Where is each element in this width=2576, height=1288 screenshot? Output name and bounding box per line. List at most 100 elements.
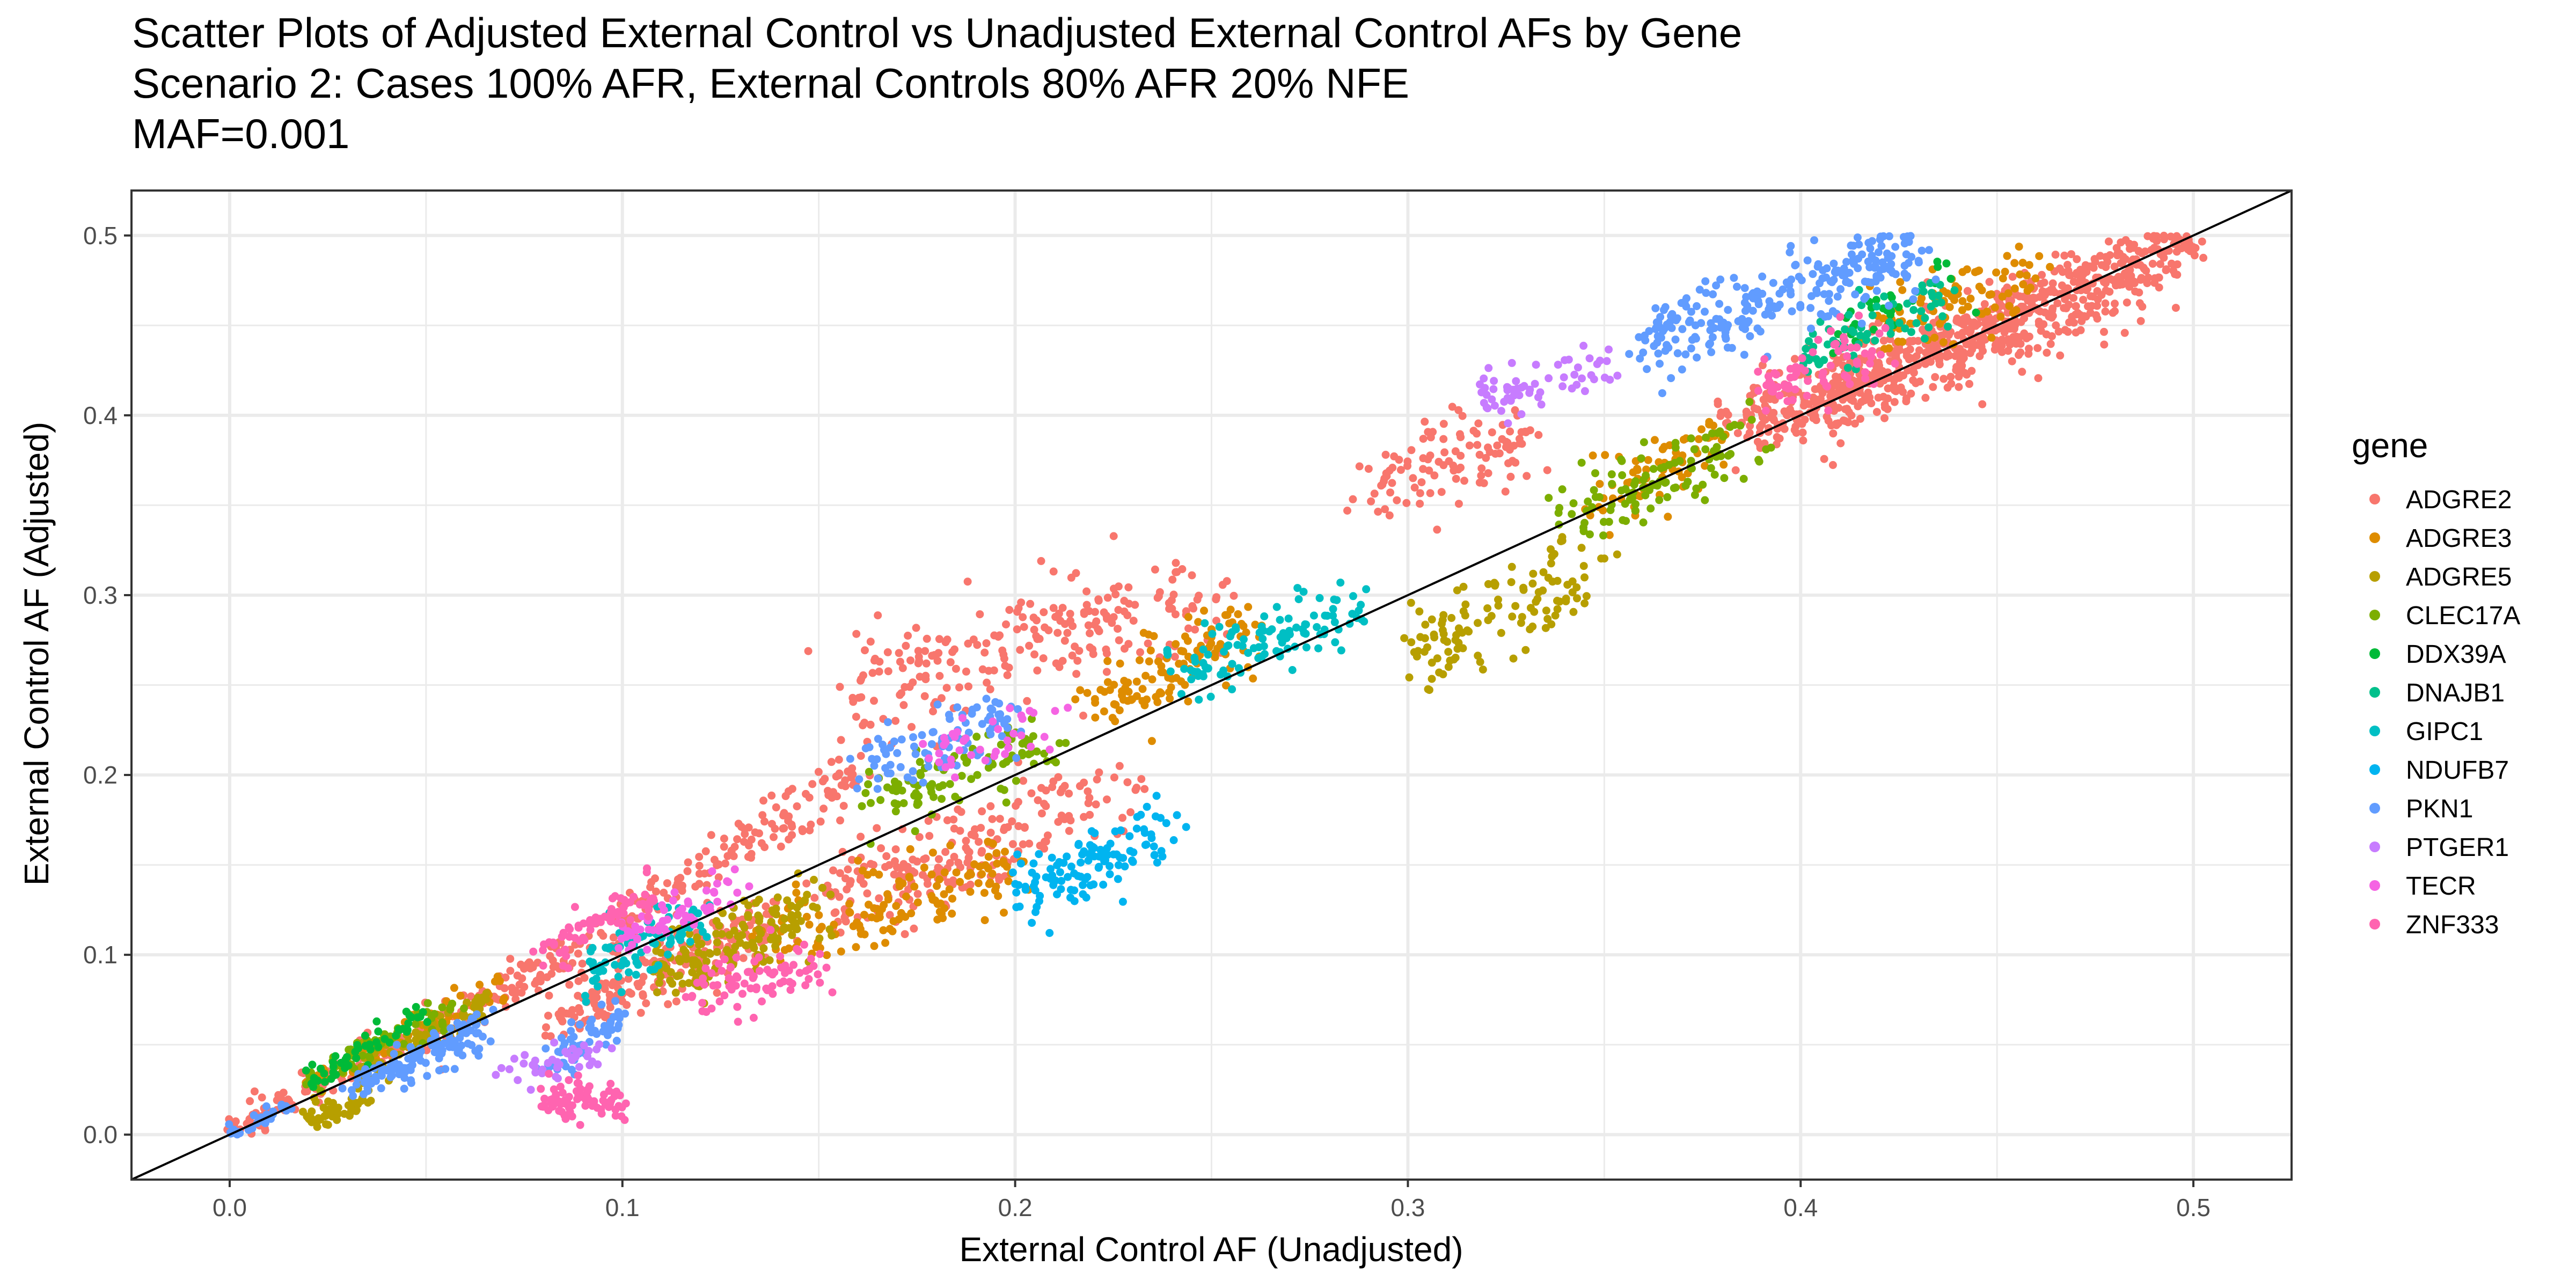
- data-point: [1461, 600, 1470, 609]
- data-point: [1208, 630, 1217, 638]
- data-point: [884, 895, 892, 904]
- data-point: [1872, 273, 1881, 282]
- data-point: [1075, 647, 1084, 655]
- data-point: [870, 762, 879, 770]
- data-point: [614, 944, 623, 953]
- data-point: [1534, 431, 1543, 439]
- data-point: [579, 919, 588, 928]
- data-point: [1450, 466, 1458, 475]
- data-point: [1102, 645, 1110, 654]
- data-point: [1851, 320, 1860, 328]
- data-point: [636, 1008, 645, 1017]
- data-point: [2129, 244, 2138, 252]
- data-point: [416, 1013, 425, 1021]
- data-point: [1504, 419, 1512, 428]
- data-point: [1623, 479, 1631, 487]
- x-tick-label: 0.4: [1783, 1194, 1818, 1221]
- data-point: [1631, 506, 1640, 515]
- data-point: [789, 961, 798, 969]
- data-point: [1204, 650, 1212, 659]
- data-point: [1166, 694, 1174, 703]
- data-point: [803, 890, 811, 899]
- data-point: [1938, 312, 1947, 320]
- data-point: [1026, 599, 1035, 608]
- data-point: [392, 1031, 400, 1040]
- data-point: [694, 948, 702, 957]
- data-point: [1579, 562, 1588, 570]
- data-point: [1128, 856, 1136, 865]
- data-point: [865, 767, 873, 776]
- y-tick-label: 0.0: [83, 1121, 118, 1148]
- data-point: [627, 990, 635, 998]
- data-point: [1153, 858, 1161, 867]
- data-point: [1019, 840, 1027, 848]
- data-point: [1529, 569, 1538, 578]
- data-point: [962, 758, 971, 767]
- data-point: [762, 902, 770, 911]
- data-point: [846, 755, 854, 763]
- x-tick-label: 0.0: [213, 1194, 247, 1221]
- y-tick-label: 0.1: [83, 941, 118, 969]
- data-point: [1955, 372, 1963, 381]
- chart-maf-label: MAF=0.001: [132, 110, 350, 157]
- legend-title: gene: [2352, 426, 2428, 465]
- data-point: [446, 1005, 455, 1014]
- data-point: [984, 667, 993, 675]
- data-point: [660, 906, 668, 914]
- data-point: [1433, 654, 1441, 663]
- data-point: [796, 900, 804, 909]
- chart-title-block: Scatter Plots of Adjusted External Contr…: [132, 8, 1742, 159]
- data-point: [1826, 327, 1835, 335]
- data-point: [1653, 339, 1662, 347]
- data-point: [619, 903, 628, 912]
- data-point: [492, 1071, 500, 1079]
- data-point: [279, 1088, 288, 1097]
- data-point: [1234, 610, 1242, 618]
- data-point: [808, 780, 817, 788]
- data-point: [1854, 264, 1862, 273]
- data-point: [1719, 460, 1728, 469]
- data-point: [1177, 647, 1185, 655]
- data-point: [1758, 272, 1767, 281]
- data-point: [857, 693, 866, 701]
- data-point: [1001, 750, 1009, 758]
- data-point: [557, 1007, 566, 1015]
- data-point: [1100, 608, 1108, 617]
- data-point: [1349, 495, 1357, 503]
- data-point: [617, 919, 626, 928]
- data-point: [1212, 593, 1221, 602]
- data-point: [2015, 351, 2023, 359]
- data-point: [870, 942, 879, 950]
- data-point: [2008, 273, 2017, 281]
- data-point: [706, 903, 714, 911]
- data-point: [1080, 813, 1088, 821]
- data-point: [1386, 488, 1394, 497]
- data-point: [982, 694, 991, 703]
- data-point: [1066, 816, 1075, 825]
- data-point: [1580, 518, 1589, 527]
- data-point: [1337, 646, 1345, 655]
- data-point: [537, 1085, 545, 1093]
- data-point: [899, 799, 908, 808]
- data-point: [1577, 544, 1586, 552]
- data-point: [1872, 408, 1881, 416]
- data-point: [1279, 632, 1288, 640]
- data-point: [858, 802, 866, 810]
- data-point: [874, 611, 882, 620]
- data-point: [1746, 332, 1754, 340]
- data-point: [861, 789, 870, 797]
- legend-swatch: [2369, 610, 2380, 620]
- data-point: [773, 935, 781, 944]
- data-point: [1001, 847, 1009, 856]
- data-point: [898, 664, 907, 672]
- data-point: [692, 972, 701, 981]
- data-point: [1906, 319, 1914, 328]
- data-point: [818, 883, 826, 892]
- data-point: [980, 889, 989, 897]
- data-point: [818, 777, 827, 786]
- data-point: [479, 1033, 487, 1041]
- data-point: [1284, 614, 1293, 623]
- data-point: [1981, 319, 1989, 327]
- data-point: [1024, 750, 1033, 759]
- data-point: [1034, 796, 1042, 804]
